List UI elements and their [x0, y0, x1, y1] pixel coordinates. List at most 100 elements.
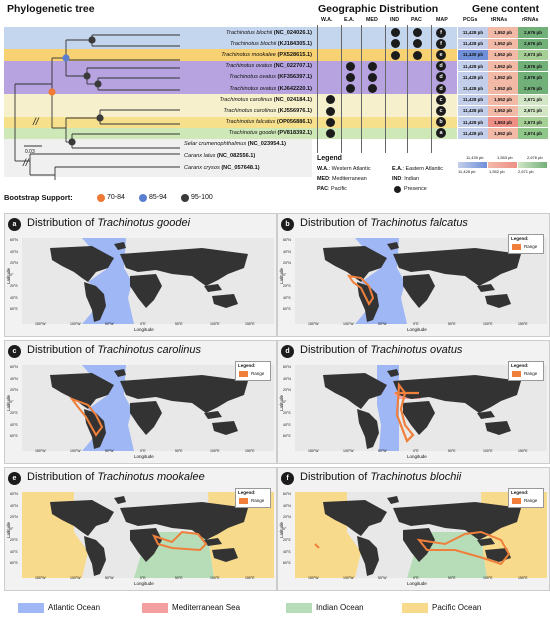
column-divider: [385, 25, 386, 153]
outgroup-label: Caranx crysos (NC_057648.1): [184, 165, 260, 171]
pcg-gradient: [458, 162, 487, 168]
map-panel-f: f Distribution of Trachinotus blochii Le…: [277, 467, 550, 591]
x-tick-label: 150°E: [518, 322, 528, 326]
presence-dot-wa: [326, 129, 335, 138]
svg-text://: //: [22, 158, 30, 169]
rrnas-cell: 2,671 pb: [518, 94, 548, 105]
x-tick-label: 0°E: [413, 449, 419, 453]
trna-gradient: [488, 162, 517, 168]
rrna-high: 2,676 pb: [527, 155, 543, 160]
x-tick-label: 50°E: [175, 449, 183, 453]
map-legend: Legend: Range: [235, 361, 271, 381]
trnas-cell: 1,552 pb: [488, 38, 518, 49]
taxon-label: Trachinotus ovatus (KF356397.1): [229, 74, 312, 81]
x-tick-label: 50°W: [105, 322, 114, 326]
y-tick-label: 0°: [283, 399, 287, 404]
x-tick-label: 50°E: [448, 449, 456, 453]
map-legend-title: Legend:: [511, 236, 529, 241]
ocean-label: Indian Ocean: [316, 603, 364, 612]
taxon-label: Trachinotus ovatus (KJ642220.1): [229, 85, 312, 92]
map-legend-range: Range: [524, 498, 538, 503]
map-ref-badge: b: [436, 117, 446, 128]
map-legend: Legend: Range: [508, 234, 544, 254]
map-legend-range: Range: [251, 498, 265, 503]
x-tick-label: 100°W: [343, 576, 354, 580]
pcgs-cell: 11,428 pb: [458, 105, 488, 117]
presence-dot-ea: [346, 73, 355, 82]
rrna-low: 2,671 pb: [518, 169, 534, 174]
map-legend-title: Legend:: [238, 490, 256, 495]
range-swatch: [512, 371, 521, 377]
rrnas-cell: 2,676 pb: [518, 38, 548, 49]
x-tick-label: 100°W: [70, 576, 81, 580]
column-divider: [361, 25, 362, 153]
x-axis-label: Longitude: [134, 327, 154, 332]
taxon-label: Trachinotus goodei (PV818392.1): [228, 130, 312, 137]
y-tick-label: 60°S: [283, 434, 291, 438]
legend-wa: W.A.: Western Atlantic: [317, 166, 371, 172]
x-tick-label: 100°W: [343, 449, 354, 453]
panel-letter: a: [8, 218, 21, 231]
world-map: [22, 492, 274, 578]
panel-title: Distribution of Trachinotus ovatus: [300, 344, 463, 356]
col-trnas: tRNAs: [491, 17, 508, 23]
x-tick-label: 50°W: [378, 576, 387, 580]
y-tick-label: 40°N: [10, 249, 18, 254]
geo-title: Geographic Distribution: [318, 3, 439, 15]
map-ref-badge: f: [436, 27, 446, 38]
world-map: [22, 238, 274, 324]
map-legend-title: Legend:: [511, 490, 529, 495]
map-ref-badge: d: [436, 72, 446, 83]
map-ref-badge: d: [436, 61, 446, 72]
pcgs-cell: 11,428 pb: [458, 38, 488, 49]
map-ref-badge: e: [436, 50, 446, 60]
col-ind: IND: [390, 17, 400, 23]
taxon-label: Trachinotus carolinus (NC_024184.1): [219, 96, 312, 103]
rrnas-cell: 2,676 pb: [518, 72, 548, 83]
x-tick-label: 100°E: [483, 449, 493, 453]
x-axis-label: Longitude: [407, 454, 427, 459]
taxon-band: [4, 27, 457, 39]
taxon-label: Trachinotus mookalee (PX528615.1): [221, 51, 312, 58]
ocean-swatch: [286, 603, 312, 613]
taxon-band: [4, 105, 457, 117]
map-panel-e: e Distribution of Trachinotus mookalee L…: [4, 467, 277, 591]
trnas-cell: 1,552 pb: [488, 72, 518, 83]
ocean-swatch: [402, 603, 428, 613]
map-ref-badge: f: [436, 38, 446, 49]
legend-ea: E.A.: Eastern Atlantic: [392, 166, 443, 172]
ocean-label: Mediterranean Sea: [172, 603, 241, 612]
legend-pac: PAC: Pacific: [317, 186, 347, 192]
trnas-cell: 1,552 pb: [488, 128, 518, 139]
map-ref-badge: a: [436, 128, 446, 139]
y-tick-label: 20°N: [283, 261, 291, 265]
outgroup-label: Caranx latus (NC_082556.1): [184, 153, 256, 159]
rrnas-cell: 2,676 pb: [518, 27, 548, 38]
trnas-cell: 1,552 pb: [488, 94, 518, 105]
trnas-cell: 1,552 pb: [488, 83, 518, 94]
presence-dot-pac: [413, 39, 422, 49]
x-tick-label: 150°E: [245, 449, 255, 453]
y-tick-label: 40°N: [283, 503, 291, 508]
ocean-label: Pacific Ocean: [432, 603, 482, 612]
pcgs-cell: 11,428 pb: [458, 27, 488, 38]
legend-presence: Presence: [404, 186, 427, 192]
y-tick-label: 40°S: [10, 295, 18, 300]
taxon-band: [4, 49, 457, 61]
map-ref-badge: c: [436, 106, 446, 116]
y-tick-label: 20°S: [283, 284, 291, 288]
x-tick-label: 100°W: [70, 322, 81, 326]
y-tick-label: 0°: [283, 526, 287, 531]
x-tick-label: 0°E: [140, 576, 146, 580]
panel-title: Distribution of Trachinotus carolinus: [27, 344, 202, 356]
x-tick-label: 50°W: [105, 449, 114, 453]
map-legend-range: Range: [524, 371, 538, 376]
map-ref-badge: d: [436, 83, 446, 94]
pcgs-cell: 11,428 pb: [458, 72, 488, 83]
x-tick-label: 150°W: [308, 449, 319, 453]
x-tick-label: 0°E: [140, 449, 146, 453]
pcg-low: 11,428 pb: [458, 169, 476, 174]
y-tick-label: 40°N: [10, 376, 18, 381]
bootstrap-range-label: 70-84: [107, 194, 125, 201]
y-tick-label: 40°N: [283, 249, 291, 254]
